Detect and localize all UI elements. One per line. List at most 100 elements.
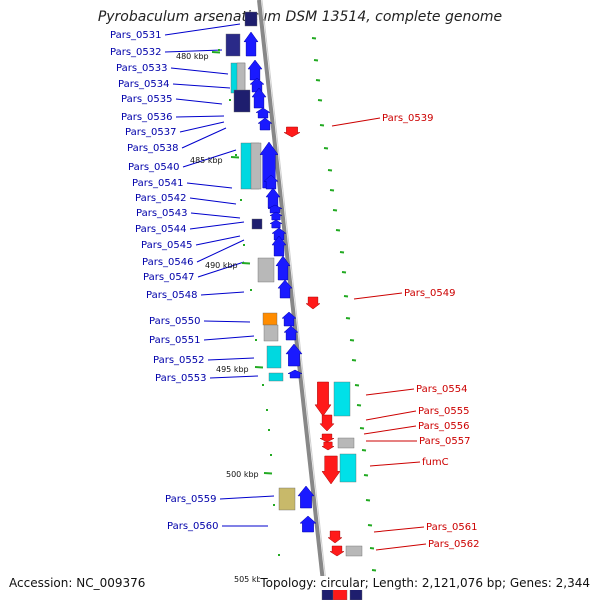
feature-block xyxy=(262,312,278,326)
right-label-connector xyxy=(375,543,427,551)
outer-tick xyxy=(341,271,347,274)
left-gene-label: Pars_0543 xyxy=(136,208,187,219)
forward-gene-arrow xyxy=(247,59,263,81)
feature-block xyxy=(268,372,284,382)
right-gene-label: Pars_0561 xyxy=(426,522,477,533)
reverse-gene-arrow xyxy=(319,414,335,432)
feature-block xyxy=(337,437,355,449)
outer-tick xyxy=(361,449,367,452)
left-label-connector xyxy=(200,291,245,296)
outer-tick xyxy=(319,124,325,127)
forward-gene-arrow xyxy=(265,187,281,209)
right-gene-label: fumC xyxy=(422,457,449,468)
forward-gene-arrow xyxy=(243,31,259,57)
outer-tick xyxy=(369,547,375,550)
forward-gene-arrow xyxy=(281,311,297,327)
outer-tick xyxy=(367,524,373,527)
left-label-connector xyxy=(186,182,233,189)
forward-gene-arrow xyxy=(287,369,303,379)
right-label-connector xyxy=(353,292,403,300)
right-gene-label: Pars_0549 xyxy=(404,288,455,299)
left-label-connector xyxy=(195,235,241,246)
left-gene-label: Pars_0546 xyxy=(142,257,193,268)
topology-summary: Topology: circular; Length: 2,121,076 bp… xyxy=(260,576,590,590)
left-label-connector xyxy=(219,495,275,500)
left-label-connector xyxy=(189,197,237,205)
left-gene-label: Pars_0552 xyxy=(153,355,204,366)
feature-block xyxy=(257,257,275,283)
tick-marks xyxy=(211,37,377,580)
gene-labels: Pars_0531 Pars_0532 Pars_0533 Pars_0534 Pars… xyxy=(110,30,479,550)
gene-features xyxy=(225,11,363,600)
right-label-connector xyxy=(373,526,425,533)
left-label-connector xyxy=(170,67,229,75)
backbone-line xyxy=(257,0,327,600)
label-connectors xyxy=(164,23,427,551)
right-gene-label: Pars_0556 xyxy=(418,421,469,432)
feature-block xyxy=(250,142,262,190)
forward-gene-arrow xyxy=(255,107,271,119)
left-label-connector xyxy=(172,83,231,89)
right-label-connector xyxy=(331,117,381,127)
right-gene-label: Pars_0557 xyxy=(419,436,470,447)
left-label-connector xyxy=(207,357,255,361)
feature-block xyxy=(251,218,263,230)
left-label-connector xyxy=(179,121,225,133)
left-gene-label: Pars_0531 xyxy=(110,30,161,41)
forward-gene-arrow xyxy=(285,343,303,367)
outer-tick xyxy=(327,169,333,172)
forward-gene-arrow xyxy=(297,485,315,509)
feature-block xyxy=(244,11,258,27)
feature-block xyxy=(278,487,296,511)
forward-gene-arrow xyxy=(299,515,317,533)
outer-tick xyxy=(365,499,371,502)
backbone-ring xyxy=(257,0,329,600)
right-label-connector xyxy=(365,410,417,421)
forward-gene-arrow xyxy=(257,117,273,131)
left-gene-label: Pars_0540 xyxy=(128,162,179,173)
left-gene-label: Pars_0536 xyxy=(121,112,172,123)
forward-gene-arrow xyxy=(277,279,293,299)
left-gene-label: Pars_0547 xyxy=(143,272,194,283)
outer-tick xyxy=(345,317,351,320)
scale-label: 495 kbp xyxy=(216,365,249,374)
forward-gene-arrow xyxy=(251,87,267,109)
left-gene-label: Pars_0532 xyxy=(110,47,161,58)
outer-tick xyxy=(356,404,362,407)
major-tick xyxy=(211,51,221,54)
left-gene-label: Pars_0542 xyxy=(135,193,186,204)
left-gene-label: Pars_0553 xyxy=(155,373,206,384)
outer-tick xyxy=(354,384,360,387)
left-gene-label: Pars_0548 xyxy=(146,290,197,301)
forward-gene-arrow xyxy=(269,219,283,229)
left-gene-label: Pars_0560 xyxy=(167,521,218,532)
outer-tick xyxy=(311,37,317,40)
feature-block xyxy=(333,381,351,417)
scale-label: 505 kbp xyxy=(234,575,267,584)
outer-tick xyxy=(332,209,338,212)
feature-block xyxy=(225,33,241,57)
right-label-connector xyxy=(365,388,415,396)
left-label-connector xyxy=(164,23,241,36)
feature-block xyxy=(266,345,282,369)
feature-block xyxy=(236,62,246,94)
left-label-connector xyxy=(197,261,245,278)
reverse-gene-arrow xyxy=(314,381,332,417)
left-label-connector xyxy=(182,149,237,168)
outer-tick xyxy=(329,189,335,192)
scale-label: 500 kbp xyxy=(226,470,259,479)
left-label-connector xyxy=(190,212,241,219)
scale-labels: 480 kbp 485 kbp 490 kbp 495 kbp 500 kbp 505 k… xyxy=(176,52,267,584)
forward-gene-arrow xyxy=(275,255,291,281)
outer-tick xyxy=(351,359,357,362)
scale-label: 480 kbp xyxy=(176,52,209,61)
major-tick xyxy=(230,156,240,159)
outer-tick xyxy=(363,474,369,477)
left-label-connector xyxy=(203,335,255,341)
left-gene-label: Pars_0534 xyxy=(118,79,169,90)
left-gene-label: Pars_0537 xyxy=(125,127,176,138)
major-tick xyxy=(241,262,251,265)
backbone-highlight xyxy=(261,0,329,600)
feature-block xyxy=(345,545,363,557)
major-tick xyxy=(263,472,273,475)
